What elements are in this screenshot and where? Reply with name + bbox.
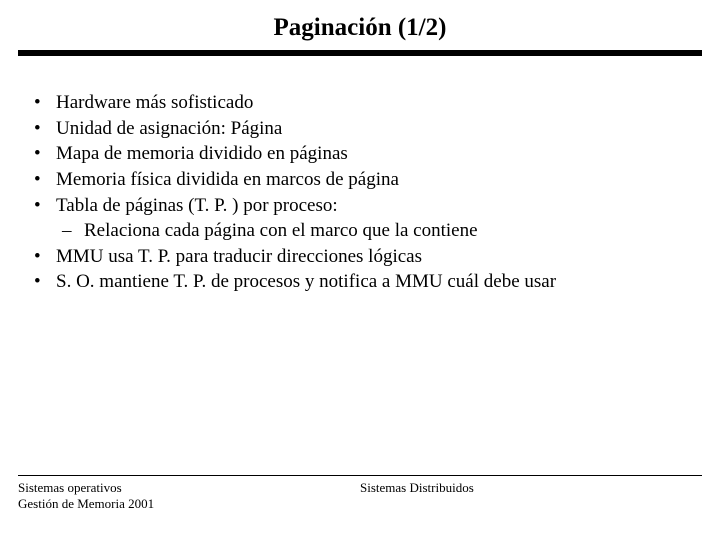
list-item: Hardware más sofisticado	[26, 90, 694, 116]
list-item: Mapa de memoria dividido en páginas	[26, 141, 694, 167]
list-item-text: Hardware más sofisticado	[56, 92, 253, 113]
list-item-text: Tabla de páginas (T. P. ) por proceso:	[56, 195, 338, 216]
sub-list-item-text: Relaciona cada página con el marco que l…	[84, 220, 478, 241]
list-item-text: MMU usa T. P. para traducir direcciones …	[56, 246, 422, 267]
slide-footer: Sistemas operativos Gestión de Memoria 2…	[0, 475, 720, 512]
sub-list: Relaciona cada página con el marco que l…	[56, 218, 694, 244]
list-item: Unidad de asignación: Página	[26, 116, 694, 142]
footer-right-text: Sistemas Distribuidos	[360, 480, 474, 495]
footer-divider	[18, 475, 702, 476]
slide-body: Hardware más sofisticado Unidad de asign…	[0, 56, 720, 295]
list-item: S. O. mantiene T. P. de procesos y notif…	[26, 269, 694, 295]
footer-left-line2: Gestión de Memoria 2001	[18, 496, 360, 512]
list-item-text: Memoria física dividida en marcos de pág…	[56, 169, 399, 190]
footer-left-line1: Sistemas operativos	[18, 480, 360, 496]
list-item-text: Unidad de asignación: Página	[56, 118, 282, 139]
list-item: Tabla de páginas (T. P. ) por proceso: R…	[26, 193, 694, 244]
list-item: MMU usa T. P. para traducir direcciones …	[26, 244, 694, 270]
footer-row: Sistemas operativos Gestión de Memoria 2…	[18, 480, 702, 512]
bullet-list: Hardware más sofisticado Unidad de asign…	[26, 90, 694, 295]
slide-title: Paginación (1/2)	[0, 0, 720, 50]
list-item-text: Mapa de memoria dividido en páginas	[56, 143, 348, 164]
slide: Paginación (1/2) Hardware más sofisticad…	[0, 0, 720, 540]
list-item-text: S. O. mantiene T. P. de procesos y notif…	[56, 271, 556, 292]
footer-right: Sistemas Distribuidos	[360, 480, 702, 496]
sub-list-item: Relaciona cada página con el marco que l…	[56, 218, 694, 244]
footer-left: Sistemas operativos Gestión de Memoria 2…	[18, 480, 360, 512]
list-item: Memoria física dividida en marcos de pág…	[26, 167, 694, 193]
